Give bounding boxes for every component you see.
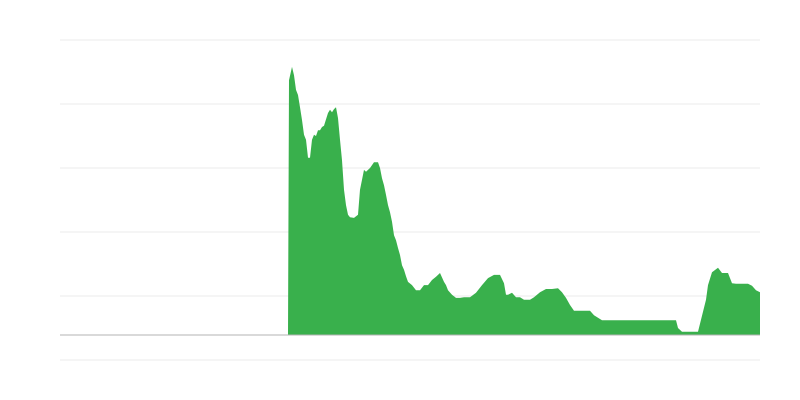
- gridlines: [60, 39, 760, 361]
- series-area: [60, 66, 760, 336]
